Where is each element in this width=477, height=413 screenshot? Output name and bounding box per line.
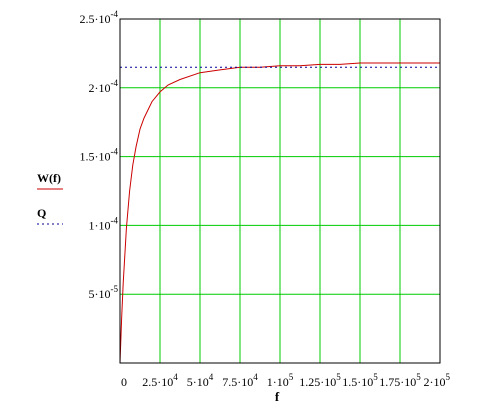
y-tick-label: 2·10-4 — [89, 78, 119, 95]
grid — [120, 19, 440, 363]
x-tick-label: 1.25·105 — [299, 372, 341, 389]
x-tick-label: 0 — [121, 375, 127, 389]
x-tick-label: 2·105 — [424, 372, 451, 389]
plot-frame — [119, 18, 441, 364]
plot-area — [119, 62, 440, 364]
legend: W(f) Q — [37, 171, 63, 225]
legend-label: W(f) — [37, 171, 61, 185]
x-tick-label: 1.75·105 — [379, 372, 421, 389]
series-line-w-f — [119, 62, 440, 364]
x-tick-label: 7.5·104 — [222, 372, 258, 389]
x-tick-labels: 0 2.5·104 5·104 7.5·104 1·105 1.25·105 1.5·105… — [121, 372, 451, 389]
x-tick-label: 1·105 — [267, 372, 294, 389]
y-tick-label: 1·10-4 — [89, 215, 119, 232]
x-tick-label: 1.5·105 — [342, 372, 378, 389]
x-axis-title: f — [275, 389, 280, 404]
x-tick-label: 5·104 — [187, 372, 214, 389]
y-tick-label: 2.5·10-4 — [80, 9, 119, 26]
y-tick-labels: 5·10-5 1·10-4 1.5·10-4 2·10-4 2.5·10-4 — [80, 9, 119, 301]
x-tick-label: 2.5·104 — [142, 372, 178, 389]
legend-label: Q — [37, 206, 46, 220]
y-tick-label: 5·10-5 — [89, 284, 119, 301]
y-tick-label: 1.5·10-4 — [80, 147, 119, 164]
